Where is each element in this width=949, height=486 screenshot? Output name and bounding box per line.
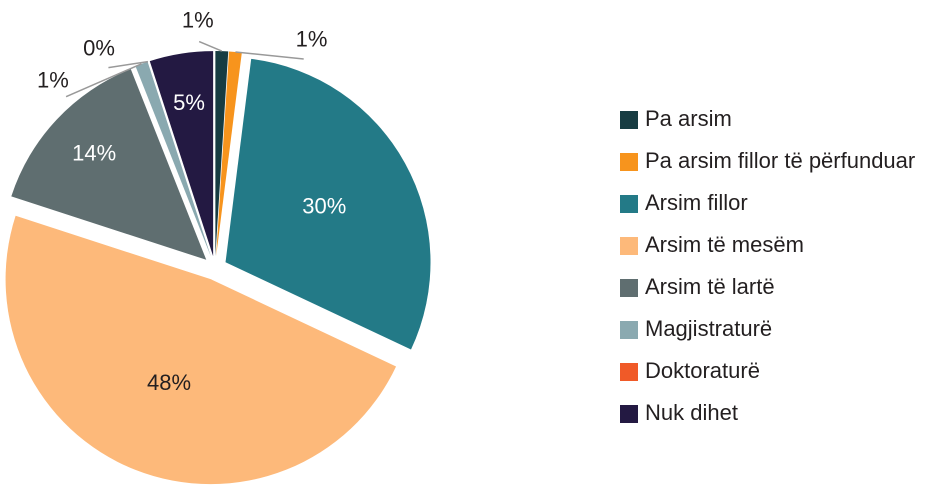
- legend-swatch: [620, 237, 638, 255]
- pie-slice: [149, 51, 214, 257]
- legend-swatch: [620, 195, 638, 213]
- value-label: 48%: [147, 370, 191, 395]
- value-label: 1%: [296, 26, 328, 51]
- pie-slice: [225, 58, 431, 350]
- legend-label: Magjistraturë: [645, 316, 772, 341]
- legend-label: Doktoraturë: [645, 358, 760, 383]
- value-label: 5%: [173, 90, 205, 115]
- legend-swatch: [620, 405, 638, 423]
- value-label: 0%: [83, 36, 115, 61]
- legend-label: Arsim të mesëm: [645, 232, 804, 257]
- value-label: 30%: [302, 194, 346, 219]
- legend-swatch: [620, 279, 638, 297]
- leader-line: [235, 51, 304, 60]
- pie-slice: [215, 51, 229, 257]
- leader-line: [108, 60, 149, 69]
- legend-swatch: [620, 321, 638, 339]
- legend-label: Arsim fillor: [645, 190, 748, 215]
- leader-line: [65, 63, 142, 98]
- pie-slice: [5, 215, 397, 485]
- legend-swatch: [620, 153, 638, 171]
- value-label: 14%: [72, 140, 116, 165]
- legend-swatch: [620, 363, 638, 381]
- pie-slice: [216, 51, 242, 257]
- legend-label: Pa arsim fillor të përfunduar: [645, 148, 915, 173]
- legend-swatch: [620, 111, 638, 129]
- legend-label: Nuk dihet: [645, 400, 738, 425]
- value-label: 1%: [182, 7, 214, 32]
- pie-slice: [11, 69, 207, 260]
- pie-slice: [135, 61, 211, 257]
- leader-line: [198, 40, 223, 52]
- pie-slice: [147, 61, 212, 257]
- legend-label: Arsim të lartë: [645, 274, 775, 299]
- value-label: 1%: [37, 67, 69, 92]
- legend-label: Pa arsim: [645, 106, 732, 131]
